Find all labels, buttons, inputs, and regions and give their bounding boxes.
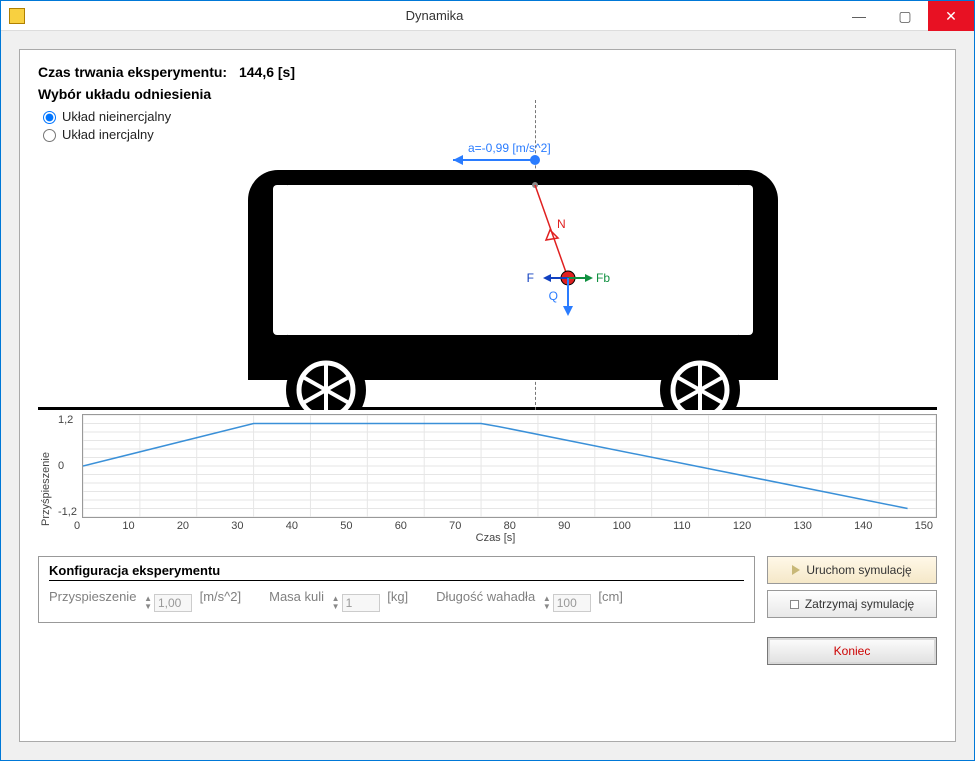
config-fields: Przyspieszenie ▲▼ [m/s^2] Masa kuli ▲▼ — [49, 589, 744, 612]
length-input[interactable] — [553, 594, 591, 612]
config-accel-label: Przyspieszenie — [49, 589, 136, 604]
bottom-row: Konfiguracja eksperymentu Przyspieszenie… — [38, 556, 937, 623]
accel-spinner[interactable]: ▲▼ — [144, 594, 192, 612]
config-mass-label: Masa kuli — [269, 589, 324, 604]
experiment-time-value: 144,6 [s] — [239, 64, 295, 80]
run-button[interactable]: Uruchom symulację — [767, 556, 937, 584]
accel-vector: a=-0,99 [m/s^2] — [453, 141, 551, 165]
ytick-top: 1,2 — [58, 414, 78, 426]
chart-plot — [82, 414, 937, 518]
chart-area: Przyśpieszenie 1,2 0 -1,2 — [38, 414, 937, 544]
force-q-label: Q — [549, 289, 558, 303]
window-title: Dynamika — [33, 8, 836, 23]
play-icon — [792, 565, 800, 575]
length-spinner[interactable]: ▲▼ — [543, 594, 591, 612]
chart-svg — [83, 415, 936, 517]
main-panel: Czas trwania eksperymentu: 144,6 [s] Wyb… — [19, 49, 956, 742]
app-window: Dynamika — ▢ ✕ Czas trwania eksperymentu… — [0, 0, 975, 761]
config-title: Konfiguracja eksperymentu — [49, 563, 744, 581]
config-length-label: Długość wahadła — [436, 589, 535, 604]
chart-inner: 1,2 0 -1,2 01020304050607080901001101201… — [54, 414, 937, 544]
chart-yticks: 1,2 0 -1,2 — [54, 414, 82, 518]
stop-button[interactable]: Zatrzymaj symulację — [767, 590, 937, 618]
config-length-unit: [cm] — [598, 589, 623, 604]
end-button[interactable]: Koniec — [767, 637, 937, 665]
ytick-bot: -1,2 — [58, 506, 78, 518]
simulation-svg: a=-0,99 [m/s^2] N — [38, 100, 958, 410]
config-accel: Przyspieszenie ▲▼ [m/s^2] — [49, 589, 241, 612]
config-length: Długość wahadła ▲▼ [cm] — [436, 589, 623, 612]
minimize-button[interactable]: — — [836, 1, 882, 31]
bus-icon — [248, 170, 778, 410]
config-box: Konfiguracja eksperymentu Przyspieszenie… — [38, 556, 755, 623]
end-button-label: Koniec — [834, 644, 871, 658]
simulation-area: a=-0,99 [m/s^2] N — [38, 100, 937, 410]
accel-input[interactable] — [154, 594, 192, 612]
config-mass: Masa kuli ▲▼ [kg] — [269, 589, 408, 612]
chart-xticks: 0102030405060708090100110120130140150 — [54, 520, 937, 532]
stop-button-label: Zatrzymaj symulację — [805, 597, 914, 611]
config-accel-unit: [m/s^2] — [200, 589, 242, 604]
config-mass-unit: [kg] — [387, 589, 408, 604]
maximize-button[interactable]: ▢ — [882, 1, 928, 31]
accel-label: a=-0,99 [m/s^2] — [468, 141, 551, 155]
close-button[interactable]: ✕ — [928, 1, 974, 31]
mass-input[interactable] — [342, 594, 380, 612]
titlebar: Dynamika — ▢ ✕ — [1, 1, 974, 31]
run-button-label: Uruchom symulację — [806, 563, 911, 577]
stop-icon — [790, 600, 799, 609]
content-area: Czas trwania eksperymentu: 144,6 [s] Wyb… — [1, 31, 974, 760]
experiment-time-row: Czas trwania eksperymentu: 144,6 [s] — [38, 64, 937, 80]
force-f-label: F — [527, 271, 534, 285]
ytick-mid: 0 — [58, 460, 78, 472]
chart-xlabel: Czas [s] — [54, 532, 937, 544]
mass-spinner[interactable]: ▲▼ — [332, 594, 380, 612]
force-n-label: N — [557, 217, 566, 231]
chart-ylabel: Przyśpieszenie — [38, 414, 54, 544]
experiment-time-label: Czas trwania eksperymentu: — [38, 64, 227, 80]
force-fb-label: Fb — [596, 271, 610, 285]
side-buttons: Uruchom symulację Zatrzymaj symulację — [767, 556, 937, 618]
app-icon — [9, 8, 25, 24]
